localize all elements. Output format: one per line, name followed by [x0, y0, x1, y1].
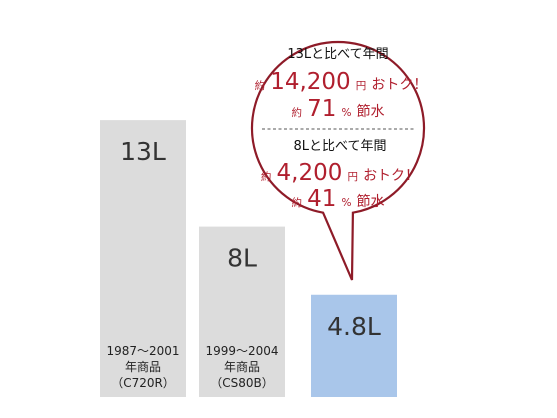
callout-8l-approx2: 約 — [291, 196, 302, 209]
bar-caption-1-line-3: （C720R） — [111, 376, 175, 390]
callout-8l-percent: 41 — [307, 186, 336, 212]
callout-8l-saving-line: 約 41 % 節水 — [291, 186, 384, 212]
bar-value-label-2: 8L — [227, 244, 257, 273]
callout-8l-percent-sign: % — [341, 197, 351, 209]
callout-8l-heading: 8Lと比べて年間 — [294, 139, 387, 154]
callout-8l-yen-unit: 円 — [347, 171, 358, 183]
callout-8l-amount: 4,200 — [277, 160, 343, 186]
bar-3 — [311, 294, 397, 397]
callout-8l-otoku: おトク！ — [363, 168, 419, 184]
bar-caption-1-line-1: 1987〜2001 — [106, 344, 179, 358]
callout-13l-approx2: 約 — [291, 106, 302, 119]
savings-callout: 13Lと比べて年間 約 14,200 円 おトク！ 約 71 % 節水 8Lと比… — [250, 40, 428, 281]
callout-13l-saving: 節水 — [357, 103, 385, 120]
bar-caption-1-line-2: 年商品 — [125, 359, 161, 374]
callout-13l-yen-line: 約 14,200 円 おトク！ — [255, 69, 428, 95]
callout-13l-saving-line: 約 71 % 節水 — [291, 96, 384, 122]
bar-caption-2-line-2: 年商品 — [224, 359, 260, 374]
callout-8l-yen-line: 約 4,200 円 おトク！ — [261, 160, 419, 186]
bar-1 — [100, 120, 186, 397]
bar-caption-2-line-1: 1999〜2004 — [205, 344, 278, 358]
bar-2 — [199, 226, 285, 397]
bar-caption-2-line-3: （CS80B） — [210, 376, 274, 390]
callout-8l-approx: 約 — [261, 170, 272, 183]
callout-13l-otoku: おトク！ — [371, 77, 427, 93]
bar-value-label-3: 4.8L — [327, 312, 381, 341]
callout-13l-percent-sign: % — [341, 107, 351, 119]
callout-13l-yen-unit: 円 — [356, 80, 367, 92]
bars-group — [100, 120, 397, 397]
bar-value-label-1: 13L — [120, 137, 166, 166]
callout-13l-percent: 71 — [307, 96, 336, 122]
callout-bubble-outline — [250, 40, 426, 281]
callout-8l-saving: 節水 — [357, 193, 385, 210]
bar-value-labels: 13L 8L 4.8L — [120, 137, 381, 341]
callout-13l-approx: 約 — [255, 79, 266, 92]
callout-13l-heading: 13Lと比べて年間 — [287, 47, 388, 62]
callout-13l-amount: 14,200 — [270, 69, 350, 95]
